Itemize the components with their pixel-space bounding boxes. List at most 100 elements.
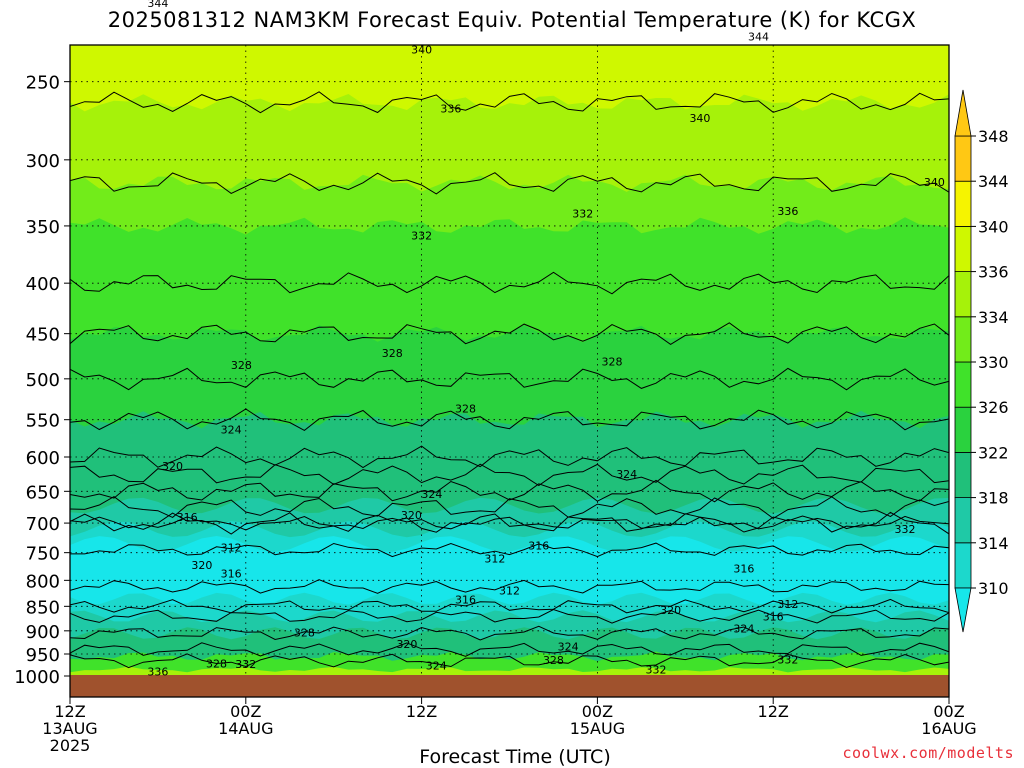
contour-332	[70, 271, 949, 295]
x-tick-label: 00Z	[230, 702, 261, 721]
contour-low-312	[70, 542, 949, 558]
contour-label: 328	[543, 654, 564, 667]
colorbar-segment	[954, 135, 972, 182]
contour-label: 340	[689, 112, 710, 125]
colorbar-label: 344	[978, 172, 1009, 191]
band-low-310	[70, 536, 949, 605]
contour-label: 332	[235, 658, 256, 671]
colorbar-label: 348	[978, 127, 1009, 146]
contour-labels: 3443403443363403403363323323283283283283…	[147, 0, 944, 679]
contour-326	[70, 408, 949, 431]
y-tick-label: 300	[26, 151, 60, 172]
y-tick-label: 400	[26, 274, 60, 295]
x-tick-label: 16AUG	[921, 719, 976, 738]
x-tick-label: 14AUG	[218, 719, 273, 738]
band-340	[70, 45, 949, 112]
contour-label: 316	[455, 594, 476, 607]
x-tick-label: 2025	[50, 736, 91, 755]
colorbar-segment	[954, 316, 972, 363]
contour-low-312	[70, 579, 949, 594]
y-tick-label: 750	[26, 544, 60, 565]
contour-label: 336	[147, 666, 168, 679]
contour-low-316	[70, 515, 949, 531]
y-tick-label: 500	[26, 370, 60, 391]
contour-label: 328	[206, 657, 227, 670]
contour-330	[70, 322, 949, 345]
contour-low-316	[70, 598, 949, 614]
contour-344	[70, 1, 949, 23]
y-tick-label: 800	[26, 571, 60, 592]
colorbar-label: 326	[978, 398, 1009, 417]
colorbar-segment	[954, 225, 972, 272]
contour-lines	[70, 1, 949, 669]
x-tick-label: 00Z	[933, 702, 964, 721]
x-tick-label: 15AUG	[570, 719, 625, 738]
y-axis: 250 300 350 400 450 500 550 600 650 700 750 800 850 9…	[14, 73, 70, 688]
y-tick-label: 350	[26, 217, 60, 238]
contour-label: 324	[421, 488, 442, 501]
colorbar-segment	[954, 406, 972, 453]
colorbar-segment	[954, 451, 972, 498]
contour-label: 340	[411, 44, 432, 57]
colorbar-label: 334	[978, 308, 1009, 327]
colorbar-extend-low	[954, 587, 972, 633]
contour-low-320	[70, 608, 949, 624]
colorbar-segment	[954, 180, 972, 227]
plot-frame	[69, 44, 950, 698]
ground-surface	[70, 675, 949, 697]
x-tick-label: 12Z	[54, 702, 85, 721]
contour-low-324	[70, 625, 949, 641]
contour-label: 320	[162, 460, 183, 473]
contour-label: 336	[777, 205, 798, 218]
source-credit[interactable]: coolwx.com/modelts	[842, 744, 1014, 762]
contour-324	[70, 445, 949, 469]
contour-label: 332	[895, 523, 916, 536]
contour-label: 340	[924, 176, 945, 189]
contour-label: 316	[177, 511, 198, 524]
contour-label: 324	[426, 660, 447, 673]
contour-label: 324	[558, 640, 579, 653]
contour-336	[70, 172, 949, 195]
colorbar-label: 322	[978, 443, 1009, 462]
contour-label: 316	[221, 567, 242, 580]
y-tick-label: 600	[26, 448, 60, 469]
contour-label: 328	[382, 347, 403, 360]
contour-322	[70, 463, 949, 487]
y-tick-label: 1000	[14, 667, 60, 688]
chart-title: 2025081312 NAM3KM Forecast Equiv. Potent…	[107, 8, 917, 32]
x-tick-label: 13AUG	[42, 719, 97, 738]
y-tick-label: 900	[26, 622, 60, 643]
contour-label: 316	[733, 562, 754, 575]
x-tick-label: 12Z	[406, 702, 437, 721]
contour-label: 312	[499, 584, 520, 597]
contour-low-328	[70, 642, 949, 657]
grid-lines	[69, 45, 950, 697]
x-tick-label: 12Z	[758, 702, 789, 721]
y-tick-label: 850	[26, 597, 60, 618]
contour-316	[70, 511, 949, 535]
colorbar-segment	[954, 271, 972, 318]
y-tick-label: 550	[26, 411, 60, 432]
contour-label: 344	[147, 0, 168, 10]
band-344	[70, 3, 949, 40]
contour-label: 332	[646, 664, 667, 677]
y-tick-label: 650	[26, 482, 60, 503]
colorbar-segment	[954, 542, 972, 589]
contour-label: 316	[763, 610, 784, 623]
contour-label: 332	[411, 230, 432, 243]
y-tick-label: 450	[26, 325, 60, 346]
contour-320	[70, 479, 949, 503]
contour-label: 316	[528, 540, 549, 553]
contour-low-332	[70, 653, 949, 669]
contour-label: 344	[748, 30, 769, 43]
y-tick-label: 700	[26, 514, 60, 535]
contour-label: 324	[733, 622, 754, 635]
colorbar-label: 340	[978, 217, 1009, 236]
contour-label: 320	[191, 559, 212, 572]
colorbar-label: 314	[978, 534, 1009, 553]
colorbar-extend-high	[954, 89, 972, 137]
colorbar-label: 336	[978, 263, 1009, 282]
colorbar-label: 330	[978, 353, 1009, 372]
